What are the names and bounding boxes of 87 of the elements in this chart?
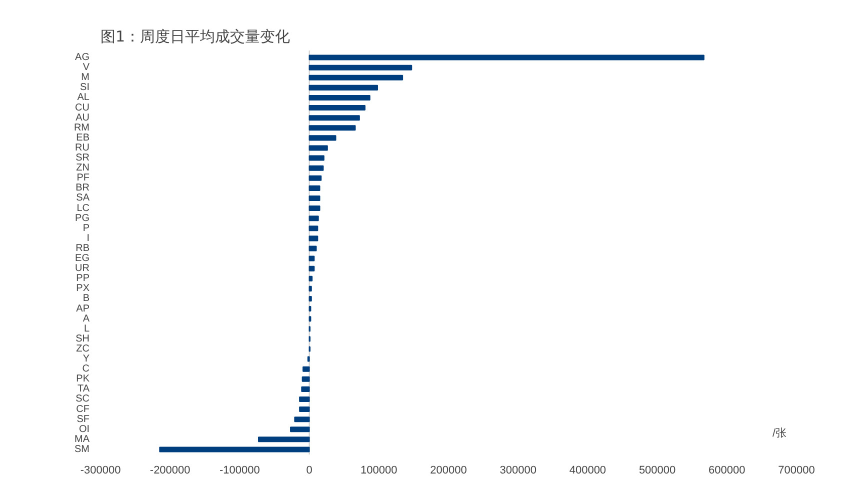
y-tick-label: PG: [75, 212, 90, 224]
bar: [290, 426, 310, 432]
y-tick-label: TA: [77, 384, 90, 395]
bar: [308, 256, 315, 262]
y-tick-label: RM: [74, 122, 90, 134]
x-tick-label: 0: [306, 464, 312, 476]
y-tick-label: V: [82, 62, 90, 74]
y-tick-label: PX: [76, 283, 90, 294]
bar: [258, 436, 310, 442]
bar: [159, 446, 310, 452]
bar: [308, 206, 320, 212]
bar: [294, 416, 310, 422]
chart-title: 图1：周度日平均成交量变化: [100, 28, 290, 46]
y-tick-label: B: [82, 293, 90, 304]
bar: [308, 115, 360, 121]
y-tick-label: AP: [76, 303, 90, 314]
y-tick-label: EG: [75, 253, 90, 264]
y-tick-label: SH: [76, 333, 90, 344]
x-tick-label: 700000: [778, 464, 815, 476]
bar: [308, 246, 317, 252]
bar: [308, 266, 315, 272]
bar: [308, 155, 324, 161]
y-tick-label: Y: [82, 354, 90, 365]
y-tick-label: AL: [77, 92, 90, 104]
bar: [308, 74, 404, 80]
bar: [308, 54, 704, 60]
y-tick-label: AU: [76, 112, 90, 124]
x-tick-label: 600000: [708, 464, 746, 476]
bar: [301, 386, 310, 392]
bar: [308, 185, 320, 191]
y-tick-label: SC: [76, 394, 90, 405]
x-tick-label: 300000: [500, 464, 536, 476]
x-tick-label: 500000: [638, 464, 676, 476]
x-tick-label: 100000: [360, 464, 398, 476]
bar: [308, 135, 336, 141]
bar: [308, 125, 356, 131]
bar: [308, 195, 320, 201]
annotation: /张: [772, 426, 787, 440]
bar: [308, 276, 313, 282]
y-tick-label: RU: [75, 142, 90, 154]
x-tick-label: -100000: [220, 464, 260, 476]
y-tick-label: LC: [76, 202, 90, 214]
x-tick-label: -200000: [150, 464, 190, 476]
y-tick-label: BR: [76, 182, 90, 194]
y-tick-label: SM: [74, 444, 90, 455]
y-tick-label: M: [81, 72, 90, 84]
y-tick-label: PP: [76, 273, 90, 284]
y-tick-label: ZC: [76, 343, 90, 354]
y-tick-label: L: [84, 323, 90, 334]
y-tick-label: C: [82, 364, 90, 375]
y-tick-label: SF: [76, 414, 90, 425]
y-tick-label: CF: [76, 404, 90, 415]
bar: [302, 366, 310, 372]
bar: [308, 236, 318, 242]
y-tick-label: A: [82, 313, 90, 324]
y-tick-label: OI: [78, 424, 90, 435]
y-tick-label: CU: [75, 102, 90, 114]
bar: [308, 216, 319, 222]
bar: [299, 396, 310, 402]
bar: [308, 145, 328, 151]
y-tick-label: SA: [76, 192, 90, 204]
y-tick-label: PF: [76, 172, 90, 184]
y-tick-label: SR: [76, 152, 90, 164]
bar: [308, 94, 370, 100]
x-tick-label: -300000: [80, 464, 121, 476]
bar: [308, 226, 318, 232]
y-tick-label: PK: [76, 374, 90, 385]
y-tick-label: UR: [75, 263, 90, 274]
bar: [308, 165, 324, 171]
bar: [308, 286, 312, 292]
bar: [308, 64, 412, 70]
bar: [299, 406, 310, 412]
bar: [308, 175, 322, 181]
bar: [308, 296, 312, 302]
bar: [302, 376, 310, 382]
y-tick-label: SI: [80, 82, 90, 94]
bar: [308, 84, 378, 90]
y-tick-label: ZN: [76, 162, 90, 174]
y-tick-label: RB: [76, 242, 90, 254]
y-tick-label: EB: [76, 132, 90, 144]
y-tick-label: I: [86, 232, 90, 244]
y-tick-label: AG: [75, 52, 90, 64]
bar: [308, 105, 366, 111]
x-tick-label: 200000: [430, 464, 467, 476]
y-tick-label: P: [82, 222, 90, 234]
x-tick-label: 400000: [569, 464, 606, 476]
y-tick-label: MA: [74, 434, 90, 445]
